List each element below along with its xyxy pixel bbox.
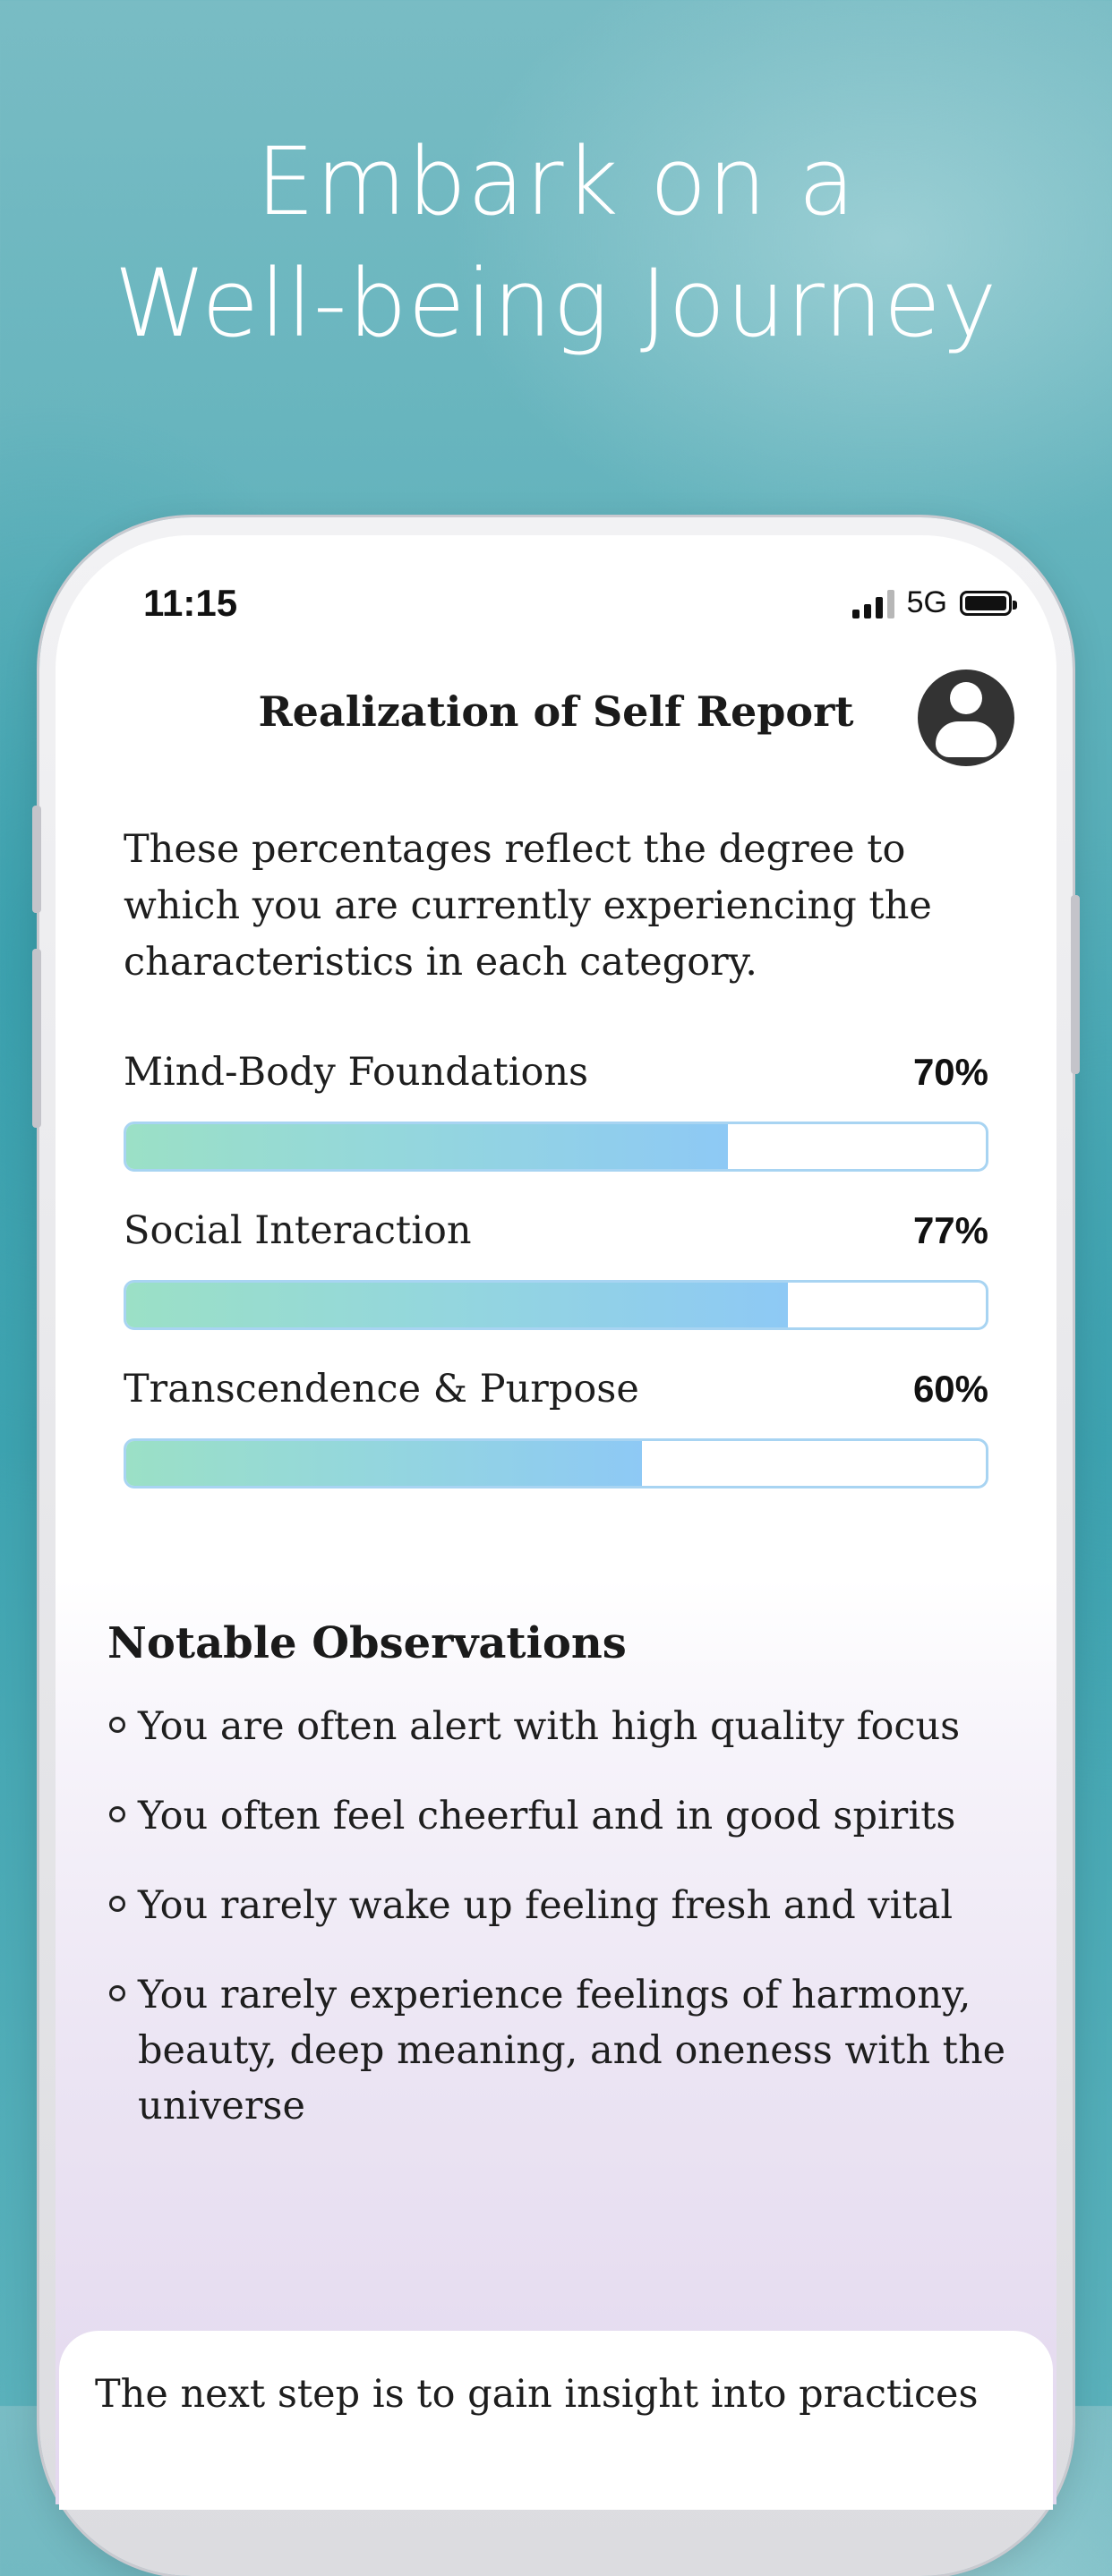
phone-side-button bbox=[32, 806, 41, 913]
category-label: Social Interaction bbox=[124, 1208, 472, 1253]
intro-text: These percentages reflect the degree to … bbox=[124, 827, 932, 985]
category-label: Transcendence & Purpose bbox=[124, 1367, 639, 1412]
network-label: 5G bbox=[906, 585, 947, 619]
observations-title: Notable Observations bbox=[107, 1618, 627, 1668]
category-label: Mind-Body Foundations bbox=[124, 1050, 589, 1095]
status-bar: 11:15 5G bbox=[56, 582, 1056, 635]
observation-text: You often feel cheerful and in good spir… bbox=[138, 1794, 956, 1838]
category-transcendence: Transcendence & Purpose 60% bbox=[124, 1367, 988, 1488]
phone-power-button bbox=[1071, 895, 1080, 1074]
observation-text: You rarely wake up feeling fresh and vit… bbox=[138, 1883, 954, 1928]
observation-text: You rarely experience feelings of harmon… bbox=[138, 1973, 1006, 2128]
progress-bar-fill bbox=[126, 1283, 789, 1327]
category-percent: 60% bbox=[912, 1368, 988, 1410]
category-percent: 77% bbox=[912, 1209, 988, 1251]
next-step-text: The next step is to gain insight into pr… bbox=[95, 2372, 979, 2417]
status-icons: 5G bbox=[851, 585, 1017, 620]
category-percent: 70% bbox=[912, 1051, 988, 1093]
status-time: 11:15 bbox=[143, 582, 238, 624]
observation-text: You are often alert with high quality fo… bbox=[138, 1704, 961, 1749]
cellular-signal-icon bbox=[851, 588, 894, 618]
hero-line-1: Embark on a bbox=[255, 127, 857, 236]
progress-bar-fill bbox=[126, 1124, 728, 1169]
page-title: Realization of Self Report bbox=[258, 687, 854, 736]
circle-bullet-icon bbox=[109, 1806, 125, 1822]
hero-line-2: Well-being Journey bbox=[114, 249, 998, 358]
category-mind-body: Mind-Body Foundations 70% bbox=[124, 1050, 988, 1172]
progress-bar bbox=[124, 1280, 988, 1330]
list-item: You often feel cheerful and in good spir… bbox=[107, 1788, 1021, 1844]
hero-heading: Embark on a Well-being Journey bbox=[0, 121, 1112, 364]
phone-volume-button bbox=[32, 949, 41, 1128]
progress-bar bbox=[124, 1438, 988, 1488]
category-social: Social Interaction 77% bbox=[124, 1208, 988, 1330]
observations-list: You are often alert with high quality fo… bbox=[107, 1699, 1021, 2168]
circle-bullet-icon bbox=[109, 1985, 125, 2001]
next-step-card[interactable]: The next step is to gain insight into pr… bbox=[59, 2331, 1053, 2510]
list-item: You are often alert with high quality fo… bbox=[107, 1699, 1021, 1754]
progress-bar-fill bbox=[126, 1441, 642, 1486]
phone-screen: 11:15 5G Realization of Self Report Thes… bbox=[56, 535, 1056, 2504]
user-avatar-icon[interactable] bbox=[918, 670, 1014, 766]
circle-bullet-icon bbox=[109, 1896, 125, 1912]
circle-bullet-icon bbox=[109, 1717, 125, 1733]
battery-full-icon bbox=[960, 590, 1017, 616]
list-item: You rarely experience feelings of harmon… bbox=[107, 1967, 1021, 2134]
progress-bar bbox=[124, 1122, 988, 1172]
list-item: You rarely wake up feeling fresh and vit… bbox=[107, 1878, 1021, 1933]
